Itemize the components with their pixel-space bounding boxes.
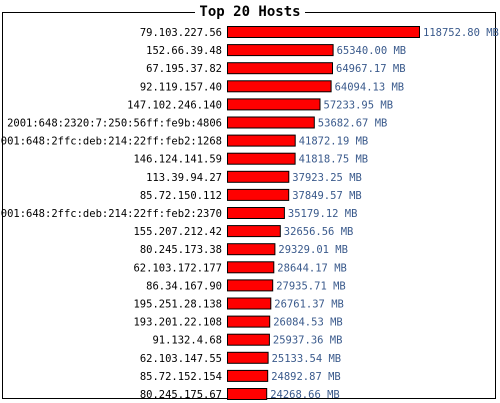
category-label: 92.119.157.40 — [140, 81, 222, 93]
bar-row: 155.207.212.42 32656.56 MB — [133, 225, 354, 238]
value-label: 41872.19 MB — [299, 136, 369, 148]
bar — [227, 98, 321, 111]
category-label: 86.34.167.90 — [146, 280, 222, 292]
value-label: 29329.01 MB — [278, 244, 348, 256]
bar — [227, 62, 333, 75]
bar — [227, 261, 275, 274]
value-label: 26761.37 MB — [274, 299, 344, 311]
bar-row: 152.66.39.48 65340.00 MB — [146, 44, 407, 57]
category-label: 2001:648:2ffc:deb:214:22ff:feb2:1268 — [0, 136, 222, 148]
bar-row: 79.103.227.56 118752.80 MB — [140, 26, 499, 39]
bar — [227, 170, 290, 183]
bar — [227, 188, 290, 201]
value-label: 118752.80 MB — [423, 27, 499, 39]
bar-row: 147.102.246.140 57233.95 MB — [127, 98, 394, 111]
bar-row: 113.39.94.27 37923.25 MB — [146, 170, 362, 184]
bar-row: 193.201.22.108 26084.53 MB — [133, 315, 343, 329]
category-label: 91.132.4.68 — [152, 335, 222, 347]
bar-row: 62.103.172.177 28644.17 MB — [133, 261, 347, 274]
bar-row: 195.251.28.138 26761.37 MB — [133, 297, 344, 311]
category-label: 193.201.22.108 — [133, 317, 222, 329]
value-label: 24268.66 MB — [270, 389, 340, 401]
value-label: 64094.13 MB — [335, 81, 405, 93]
category-label: 80.245.173.38 — [140, 244, 222, 256]
value-label: 27935.71 MB — [276, 280, 346, 292]
bar — [227, 333, 270, 346]
bar — [227, 315, 271, 328]
value-label: 24892.87 MB — [271, 371, 341, 383]
value-label: 37923.25 MB — [292, 172, 362, 184]
value-label: 32656.56 MB — [284, 226, 354, 238]
bar-row: 91.132.4.68 25937.36 MB — [152, 333, 343, 347]
value-label: 28644.17 MB — [277, 262, 347, 274]
category-label: 152.66.39.48 — [146, 45, 222, 57]
category-label: 2001:648:2ffc:deb:214:22ff:feb2:2370 — [0, 208, 222, 220]
bar — [227, 225, 281, 238]
bar-row: 85.72.150.112 37849.57 MB — [140, 188, 362, 202]
value-label: 25133.54 MB — [272, 353, 342, 365]
bar — [227, 207, 285, 219]
category-label: 113.39.94.27 — [146, 172, 222, 184]
category-label: 62.103.147.55 — [140, 353, 222, 365]
value-label: 41818.75 MB — [299, 154, 369, 166]
category-label: 67.195.37.82 — [146, 63, 222, 75]
bar — [227, 152, 296, 165]
bar-row: 92.119.157.40 64094.13 MB — [140, 80, 405, 93]
bar — [227, 388, 268, 400]
bar — [227, 116, 315, 129]
value-label: 65340.00 MB — [337, 45, 407, 57]
bar-row: 86.34.167.90 27935.71 MB — [146, 279, 346, 292]
bar — [227, 369, 269, 382]
bar-row: 2001:648:2320:7:250:56ff:fe9b:4806 53682.… — [7, 116, 388, 130]
category-label: 195.251.28.138 — [133, 299, 222, 311]
value-label: 25937.36 MB — [273, 335, 343, 347]
bar — [227, 279, 274, 292]
bar-row: 85.72.152.154 24892.87 MB — [140, 369, 341, 383]
value-label: 64967.17 MB — [336, 63, 406, 75]
bar — [227, 351, 269, 364]
category-label: 155.207.212.42 — [133, 226, 222, 238]
category-label: 85.72.150.112 — [140, 190, 222, 202]
category-label: 80.245.175.67 — [140, 389, 222, 401]
category-label: 147.102.246.140 — [127, 99, 222, 111]
bar-row: 2001:648:2ffc:deb:214:22ff:feb2:2370 3517… — [0, 207, 358, 220]
value-label: 26084.53 MB — [273, 317, 343, 329]
bar-row: 67.195.37.82 64967.17 MB — [146, 62, 406, 75]
bar-row: 80.245.173.38 29329.01 MB — [140, 243, 348, 256]
bar — [227, 134, 296, 147]
bar — [227, 243, 276, 256]
value-label: 35179.12 MB — [288, 208, 358, 220]
bar-row: 80.245.175.67 24268.66 MB — [140, 388, 340, 401]
value-label: 37849.57 MB — [292, 190, 362, 202]
bar — [227, 26, 420, 38]
category-label: 79.103.227.56 — [140, 27, 222, 39]
category-label: 2001:648:2320:7:250:56ff:fe9b:4806 — [7, 118, 222, 130]
bar — [227, 44, 334, 57]
category-label: 85.72.152.154 — [140, 371, 222, 383]
bar-row: 146.124.141.59 41818.75 MB — [133, 152, 369, 166]
bar — [227, 297, 272, 310]
bar — [227, 80, 332, 93]
category-label: 62.103.172.177 — [133, 262, 222, 274]
bar-row: 62.103.147.55 25133.54 MB — [140, 351, 342, 365]
value-label: 53682.67 MB — [318, 118, 388, 130]
value-label: 57233.95 MB — [324, 99, 394, 111]
bar-row: 2001:648:2ffc:deb:214:22ff:feb2:1268 4187… — [0, 134, 369, 148]
category-label: 146.124.141.59 — [133, 154, 222, 166]
